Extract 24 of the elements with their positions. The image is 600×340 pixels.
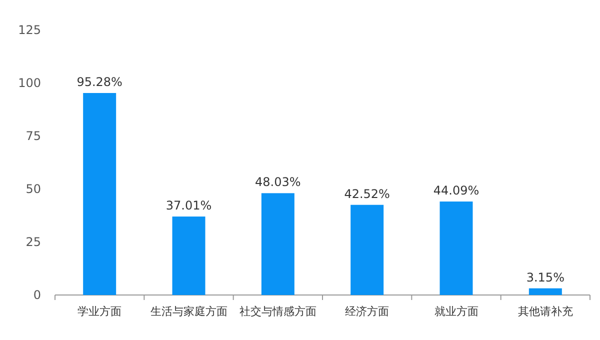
y-tick-label: 50 — [26, 182, 41, 196]
x-tick-label: 其他请补充 — [518, 305, 573, 318]
y-tick-label: 25 — [26, 235, 41, 249]
y-tick-label: 100 — [18, 76, 41, 90]
data-label: 3.15% — [526, 270, 564, 284]
x-tick-label: 就业方面 — [434, 305, 478, 318]
y-tick-label: 125 — [18, 23, 41, 37]
x-tick-label: 生活与家庭方面 — [150, 305, 228, 318]
data-label: 48.03% — [255, 175, 301, 190]
y-tick-label: 75 — [26, 129, 41, 143]
x-tick-label: 学业方面 — [78, 305, 122, 318]
bar — [528, 288, 562, 295]
x-tick-label: 经济方面 — [345, 305, 390, 318]
bar — [350, 204, 384, 295]
data-label: 37.01% — [166, 198, 212, 213]
y-tick-label: 0 — [33, 288, 41, 302]
data-label: 44.09% — [433, 184, 480, 198]
x-tick-label: 社交与情感方面 — [239, 305, 316, 318]
data-label: 42.52% — [344, 186, 390, 201]
bar — [440, 202, 473, 295]
data-label: 95.28% — [76, 75, 122, 90]
bar — [261, 193, 294, 295]
bar — [83, 93, 116, 295]
bar — [172, 216, 206, 295]
